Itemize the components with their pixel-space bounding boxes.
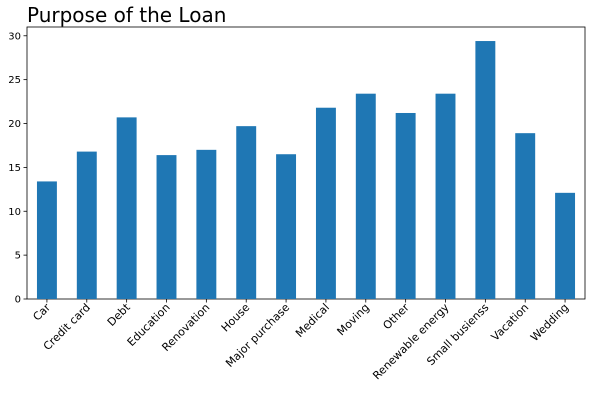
y-tick-label: 0 <box>15 295 21 306</box>
y-tick-label: 10 <box>8 207 21 218</box>
x-tick-label: Debt <box>105 300 133 328</box>
y-tick-label: 15 <box>8 163 21 174</box>
bar <box>515 133 536 299</box>
x-tick-label: Other <box>380 301 412 333</box>
y-axis: 0 5 10 15 20 25 30 <box>8 31 27 306</box>
chart-title: Purpose of the Loan <box>27 3 226 27</box>
bar <box>315 107 336 299</box>
x-tick-label: Moving <box>335 301 372 338</box>
bar <box>355 93 376 299</box>
y-tick-label: 25 <box>8 75 21 86</box>
bar <box>36 181 57 299</box>
y-tick-label: 20 <box>8 119 21 130</box>
bar <box>555 192 576 299</box>
x-tick-label: Car <box>30 301 53 324</box>
bars-group <box>36 41 576 300</box>
bar <box>116 117 137 299</box>
x-tick-label: House <box>219 301 253 335</box>
bar <box>196 149 217 299</box>
x-tick-label: Renewable energy <box>370 301 452 383</box>
bar <box>435 93 456 299</box>
bar <box>156 155 177 299</box>
plot-frame <box>26 26 586 300</box>
plot-area <box>26 26 586 300</box>
y-tick-label: 30 <box>8 31 21 42</box>
y-tick-label: 5 <box>15 251 21 262</box>
x-tick-label: Vacation <box>489 301 532 344</box>
bar <box>236 126 257 300</box>
x-tick-label: Medical <box>293 301 332 340</box>
bar <box>395 112 416 300</box>
bar <box>276 154 297 299</box>
bar <box>76 151 97 299</box>
bar <box>475 41 496 300</box>
x-tick-label: Wedding <box>528 301 571 344</box>
